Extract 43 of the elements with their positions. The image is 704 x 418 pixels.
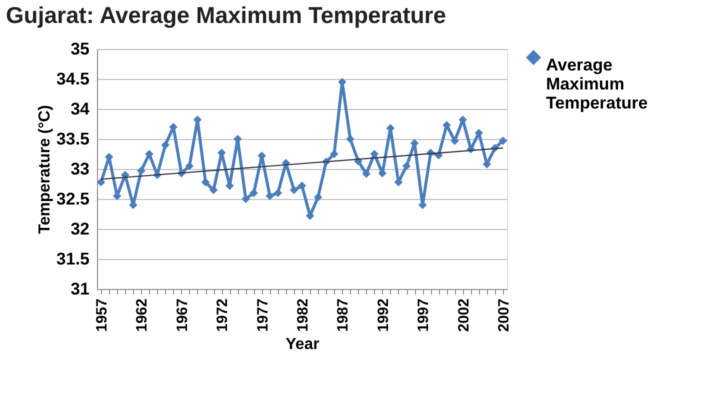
point: [362, 170, 370, 178]
point: [298, 182, 306, 190]
point: [274, 188, 282, 198]
x-tick-label: 1987: [334, 298, 352, 332]
x-tick-label: 1977: [254, 298, 272, 332]
point: [145, 150, 154, 158]
y-tick-label: 34: [70, 100, 90, 118]
y-tick-label: 32: [70, 220, 90, 238]
y-tick-label: 33: [70, 160, 90, 178]
x-tick-label: 1962: [134, 298, 151, 332]
point: [402, 162, 411, 170]
point: [242, 194, 250, 204]
point: [314, 193, 322, 202]
point: [450, 136, 459, 145]
point: [290, 186, 298, 194]
point: [250, 188, 258, 198]
y-tick-label: 31: [70, 280, 90, 298]
y-tick-label: 34.5: [56, 70, 90, 88]
legend-label: Average Maximum Temperature: [546, 56, 648, 112]
x-tick-label: 2002: [455, 298, 472, 332]
point: [96, 178, 106, 186]
x-tick-label: 1957: [94, 298, 111, 332]
y-tick-label: 31.5: [56, 250, 90, 268]
x-tick-label: 1972: [214, 298, 232, 332]
x-tick-label: 1992: [374, 298, 392, 332]
point: [137, 166, 146, 175]
y-tick-label: 33.5: [56, 130, 90, 148]
point: [185, 162, 194, 170]
x-tick-label: 1997: [415, 298, 432, 332]
chart-title: Gujarat: Average Maximum Temperature: [6, 2, 446, 28]
y-tick-label: 32.5: [56, 190, 90, 208]
point: [346, 134, 354, 144]
point: [498, 136, 508, 145]
x-tick-label: 1967: [174, 298, 191, 332]
point: [201, 178, 210, 186]
y-axis-title: Temperature (°C): [36, 105, 54, 234]
x-tick-label: 1982: [294, 298, 312, 332]
point: [161, 140, 170, 150]
point: [266, 192, 274, 200]
point: [209, 186, 218, 194]
x-axis-title: Year: [286, 336, 320, 353]
y-tick-label: 35: [70, 40, 90, 58]
x-tick-label: 2007: [495, 298, 512, 332]
